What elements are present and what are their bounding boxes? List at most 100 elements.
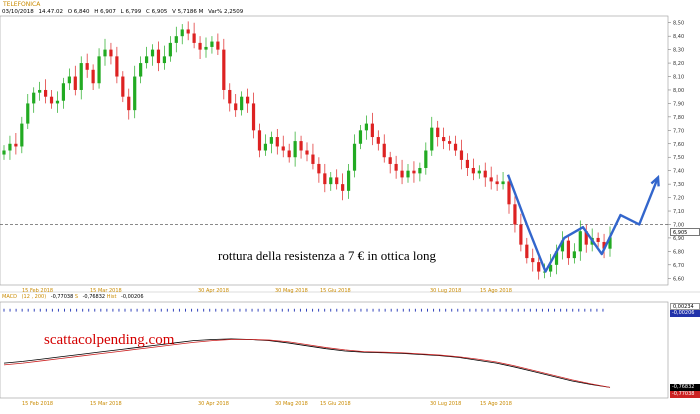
candle-body	[323, 173, 327, 185]
chart-annotation: rottura della resistenza a 7 € in ottica…	[218, 248, 437, 263]
y-tick-label: 7,40	[673, 169, 684, 175]
candle-body	[578, 231, 582, 252]
y-tick-label: 8,50	[673, 21, 684, 27]
candle-body	[311, 154, 315, 164]
candle-body	[180, 29, 184, 37]
candle-body	[299, 141, 303, 151]
open-value: O 6,840	[67, 9, 90, 15]
candle-body	[198, 42, 202, 50]
candle-body	[483, 170, 487, 178]
y-tick-label: 6,80	[673, 249, 684, 255]
x-axis-label: 30 Apr 2018	[198, 288, 229, 294]
candle-body	[489, 177, 493, 182]
candle-body	[79, 63, 83, 90]
candle-body	[305, 150, 309, 155]
candle-body	[251, 103, 256, 131]
candle-body	[352, 143, 357, 171]
hist-label: Hist	[106, 294, 117, 300]
candle-body	[400, 170, 404, 178]
candle-body	[513, 204, 517, 225]
volume-value: V 5,7186 M	[172, 9, 204, 15]
candle-body	[109, 49, 113, 57]
candle-body	[85, 63, 89, 70]
macd-label: MACD	[2, 294, 17, 300]
y-tick-label: 6,70	[673, 263, 684, 269]
y-tick-label: 7,60	[673, 142, 684, 148]
candle-body	[133, 76, 137, 111]
price-panel-frame	[0, 15, 669, 286]
candle-body	[341, 184, 345, 191]
candle-body	[263, 143, 268, 151]
candle-body	[370, 123, 374, 138]
candle-body	[240, 96, 244, 111]
candle-body	[139, 63, 143, 77]
candle-body	[204, 46, 208, 50]
candle-body	[245, 96, 250, 104]
candle-body	[346, 170, 351, 191]
candle-body	[150, 49, 155, 57]
y-tick-label: 7,90	[673, 101, 684, 107]
candle-body	[412, 170, 416, 174]
macd-line-label: -0,76832	[670, 384, 700, 391]
candle-body	[548, 264, 553, 272]
macd-panel-frame	[0, 301, 669, 399]
candle-body	[49, 96, 54, 104]
x-axis-label: 15 Mar 2018	[90, 288, 122, 294]
candle-body	[43, 89, 48, 97]
signal-line	[3, 339, 611, 388]
x-axis-label: 15 Giu 2018	[320, 401, 351, 407]
candle-body	[453, 143, 458, 151]
x-axis-label: 30 Lug 2018	[430, 288, 461, 294]
x-axis-label: 15 Ago 2018	[480, 401, 512, 407]
x-axis-label: 30 Mag 2018	[275, 401, 308, 407]
last-price-box: 6,905	[670, 228, 700, 236]
candle-body	[424, 150, 428, 168]
candle-body	[418, 167, 422, 174]
x-axis-label: 30 Lug 2018	[430, 401, 461, 407]
y-tick-label: 7,10	[673, 209, 684, 215]
macd-top-label: 0,00234	[670, 303, 700, 310]
candle-body	[430, 127, 434, 151]
candle-body	[73, 76, 77, 90]
candle-body	[602, 241, 606, 249]
candle-body	[14, 143, 18, 147]
y-tick-label: 8,10	[673, 75, 684, 81]
candle-body	[234, 103, 238, 111]
candle-body	[465, 159, 470, 168]
y-tick-label: 8,00	[673, 88, 684, 94]
y-tick-label: 7,20	[673, 196, 684, 202]
candle-body	[531, 258, 535, 263]
candle-body	[566, 240, 571, 259]
candle-body	[406, 170, 410, 178]
forecast-path	[506, 174, 660, 273]
candle-body	[537, 262, 541, 272]
x-axis-label: 15 Ago 2018	[480, 288, 512, 294]
candle-body	[358, 130, 363, 144]
candle-body	[554, 251, 559, 265]
x-axis-label: 15 Feb 2018	[22, 288, 53, 294]
candle-body	[162, 56, 167, 64]
candle-body	[436, 127, 440, 138]
candle-body	[376, 137, 380, 144]
y-tick-label: 7,00	[673, 222, 684, 228]
candle-body	[572, 251, 576, 259]
candle-body	[317, 163, 321, 174]
x-axis-label: 15 Mar 2018	[90, 401, 122, 407]
candle-body	[168, 42, 172, 57]
x-axis-label: 30 Mag 2018	[275, 288, 308, 294]
low-value: L 6,799	[120, 9, 142, 15]
ticker-label: TELEFONICA	[3, 1, 41, 8]
close-value: C 6,905	[145, 9, 168, 15]
y-tick-label: 7,70	[673, 128, 684, 134]
candle-body	[335, 177, 339, 185]
candle-body	[115, 56, 119, 77]
y-tick-label: 6,90	[673, 236, 684, 242]
candle-body	[192, 33, 196, 43]
high-value: H 6,907	[94, 9, 116, 15]
watermark-brand: scattacolpending.com	[44, 332, 175, 348]
candle-body	[257, 130, 262, 151]
candle-body	[329, 177, 333, 185]
signal-line-label: -0,77038	[670, 391, 700, 398]
macd-value: -0,77038	[50, 294, 74, 300]
y-tick-label: 7,30	[673, 182, 684, 188]
